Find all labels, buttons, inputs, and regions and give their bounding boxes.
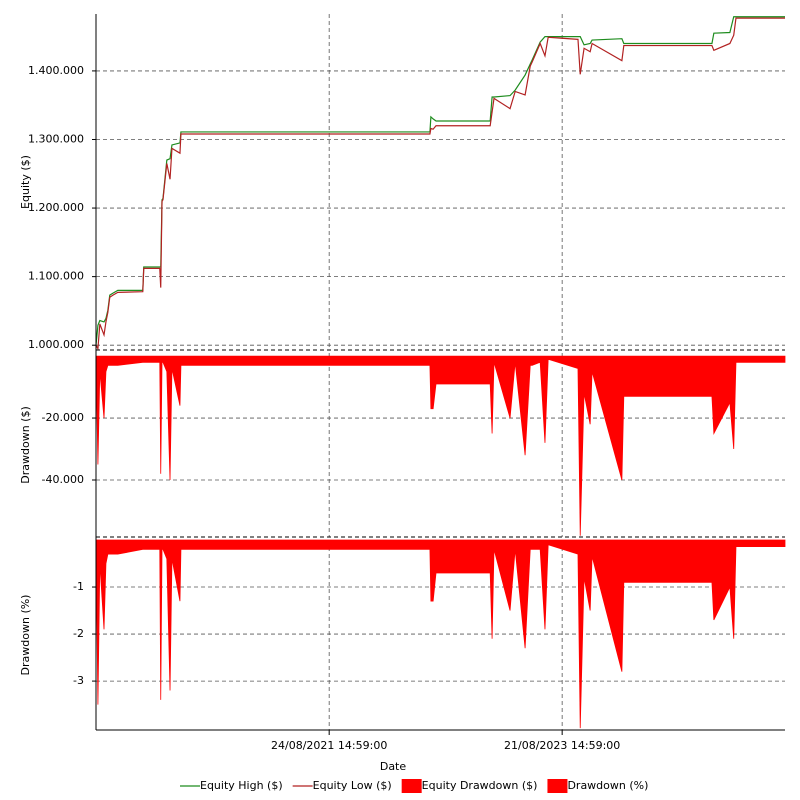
x-axis-label: Date	[380, 760, 407, 773]
y-tick-label: 1.100.000	[28, 270, 84, 283]
y-tick-label: 1.300.000	[28, 132, 84, 145]
legend-swatch	[547, 779, 568, 793]
legend-label: Equity Low ($)	[313, 779, 392, 792]
x-tick-label: 21/08/2023 14:59:00	[504, 739, 620, 752]
y-tick-label: 1.200.000	[28, 201, 84, 214]
y-tick-label: -2	[73, 627, 84, 640]
y-tick-label: 1.000.000	[28, 338, 84, 351]
drawdown-area	[95, 355, 786, 536]
drawdown-area	[95, 539, 786, 729]
y-tick-label: -20.000	[42, 411, 84, 424]
equity-line	[95, 16, 785, 346]
legend-label: Drawdown (%)	[567, 779, 648, 792]
legend-swatch	[401, 779, 422, 793]
y-tick-label: -1	[73, 580, 84, 593]
y-tick-label: -3	[73, 674, 84, 687]
legend-label: Equity Drawdown ($)	[422, 779, 538, 792]
equity-line	[95, 17, 785, 351]
y-axis-label: Drawdown (%)	[19, 595, 32, 676]
legend-label: Equity High ($)	[200, 779, 283, 792]
y-axis-label: Equity ($)	[19, 155, 32, 209]
y-axis-label: Drawdown ($)	[19, 406, 32, 484]
x-tick-label: 24/08/2021 14:59:00	[271, 739, 387, 752]
y-tick-label: 1.400.000	[28, 64, 84, 77]
y-tick-label: -40.000	[42, 473, 84, 486]
